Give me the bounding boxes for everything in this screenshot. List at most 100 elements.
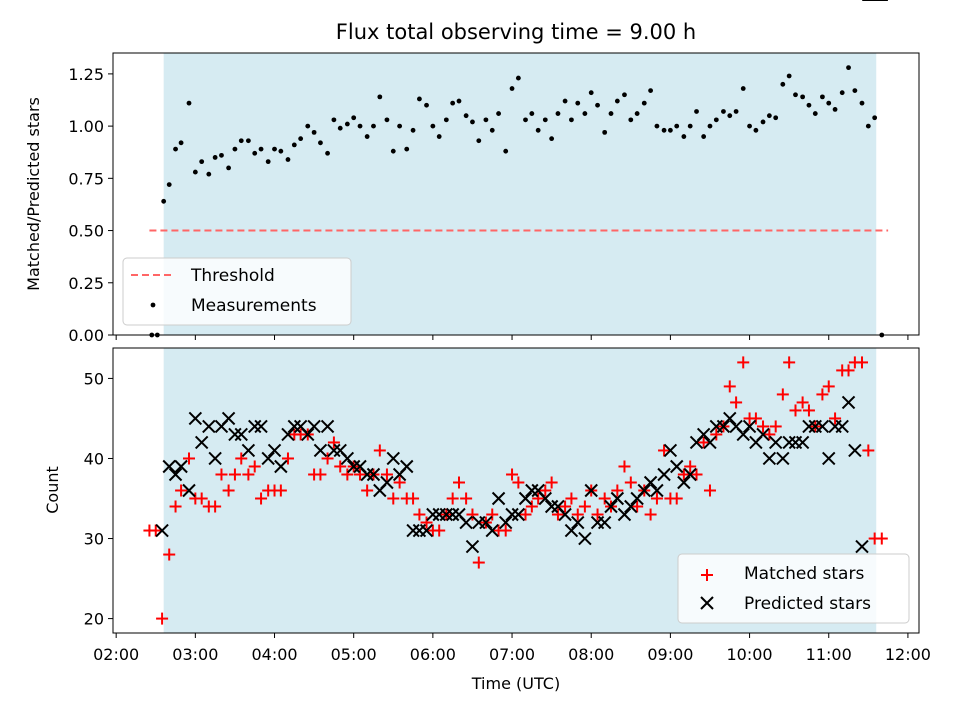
measurement-point — [337, 125, 343, 131]
matched-star-point — [235, 452, 248, 465]
measurement-point — [278, 148, 284, 154]
matched-star-point — [559, 500, 572, 513]
measurement-point — [820, 94, 825, 100]
predicted-star-point — [723, 411, 737, 426]
ratio-panel-frame — [112, 52, 920, 336]
figure-title: Flux total observing time = 9.00 h — [336, 20, 696, 44]
matched-star-point — [690, 468, 703, 481]
predicted-star-point — [307, 419, 321, 434]
matched-star-point — [387, 492, 400, 505]
predicted-star-point — [155, 523, 169, 538]
measurement-point — [865, 123, 871, 129]
matched-star-point — [783, 356, 796, 369]
matched-star-point — [163, 548, 176, 561]
measurement-point — [753, 127, 759, 133]
predicted-star-point — [479, 515, 493, 530]
matched-star-point — [420, 516, 433, 529]
measurement-point — [562, 98, 568, 104]
measurement-point — [245, 138, 251, 144]
measurement-point — [456, 98, 462, 104]
measurement-point — [740, 86, 746, 91]
predicted-star-point — [525, 483, 539, 498]
predicted-star-point — [162, 459, 176, 474]
measurement-point — [430, 123, 436, 129]
matched-star-point — [321, 452, 334, 465]
measurement-points — [149, 65, 885, 338]
measurement-point — [733, 109, 739, 114]
matched-star-point — [506, 468, 519, 481]
ratio-panel: 0.00 0.25 0.50 0.75 1.00 1.25 Matched/Predict… — [24, 52, 920, 345]
measurement-point — [463, 113, 469, 119]
measurement-point — [436, 134, 442, 139]
measurement-point — [832, 107, 838, 112]
matched-star-point — [215, 468, 228, 481]
measurement-point — [443, 117, 449, 123]
matched-star-point — [631, 500, 644, 513]
measurement-point — [298, 136, 304, 142]
matched-star-point — [723, 380, 736, 393]
predicted-star-point — [445, 507, 460, 522]
matched-star-point — [460, 492, 473, 505]
time-x-axis-label: Time (UTC) — [471, 674, 560, 693]
measurement-point — [852, 88, 858, 93]
count-panel-frame — [112, 347, 920, 634]
measurement-point — [450, 100, 456, 106]
predicted-star-point — [419, 523, 434, 538]
measurement-point — [694, 109, 699, 114]
predicted-star-point — [380, 475, 394, 490]
predicted-star-point — [610, 491, 625, 506]
measurement-point — [291, 142, 297, 148]
measurement-point — [523, 117, 528, 123]
measurement-point — [872, 115, 878, 121]
matched-star-point — [156, 612, 169, 625]
measurement-point — [344, 121, 350, 127]
predicted-star-point — [301, 427, 315, 442]
matched-star-point — [341, 468, 354, 481]
legend-threshold-label: Threshold — [190, 266, 275, 286]
count-y-tick-label: 20 — [84, 610, 104, 629]
predicted-star-point — [459, 515, 473, 530]
predicted-star-point — [624, 499, 638, 514]
matched-star-point — [545, 476, 558, 489]
matched-star-point — [281, 452, 294, 465]
matched-star-point — [499, 524, 512, 537]
predicted-star-point — [194, 435, 209, 450]
ratio-x-ticks — [115, 335, 909, 340]
measurement-point — [424, 102, 429, 108]
matched-star-point — [361, 484, 374, 497]
matched-star-point — [446, 492, 459, 505]
measurement-point — [489, 127, 495, 133]
predicted-star-point — [578, 531, 592, 546]
matched-star-point — [466, 508, 479, 521]
matched-stars-points — [143, 356, 888, 625]
matched-star-point — [407, 492, 420, 505]
time-x-tick-label: 10:00 — [727, 645, 773, 664]
predicted-star-point — [663, 443, 678, 458]
measurement-point — [226, 165, 231, 171]
count-y-tick-label: 30 — [84, 530, 104, 549]
measurement-point — [766, 113, 772, 119]
predicted-star-point — [703, 435, 717, 450]
legend-predicted-label: Predicted stars — [744, 594, 871, 614]
predicted-star-point — [188, 411, 203, 426]
predicted-star-point — [340, 451, 355, 466]
matched-star-point — [697, 436, 710, 449]
measurement-point — [800, 94, 806, 100]
matched-star-point — [650, 492, 663, 505]
measurement-point — [846, 65, 851, 71]
measurement-point — [272, 146, 277, 152]
time-x-tick-label: 04:00 — [251, 645, 297, 664]
matched-star-point — [670, 492, 683, 505]
matched-star-point — [209, 500, 222, 513]
predicted-star-point — [762, 451, 777, 466]
matched-star-point — [571, 508, 584, 521]
predicted-star-point — [815, 419, 830, 434]
ratio-y-tick-label: 0.00 — [68, 326, 104, 345]
matched-star-point — [730, 396, 743, 409]
matched-star-point — [228, 468, 241, 481]
predicted-star-point — [254, 419, 268, 434]
predicted-star-point — [491, 491, 506, 506]
measurement-point — [707, 123, 713, 129]
measurement-point — [404, 146, 410, 152]
matched-star-point — [551, 508, 564, 521]
